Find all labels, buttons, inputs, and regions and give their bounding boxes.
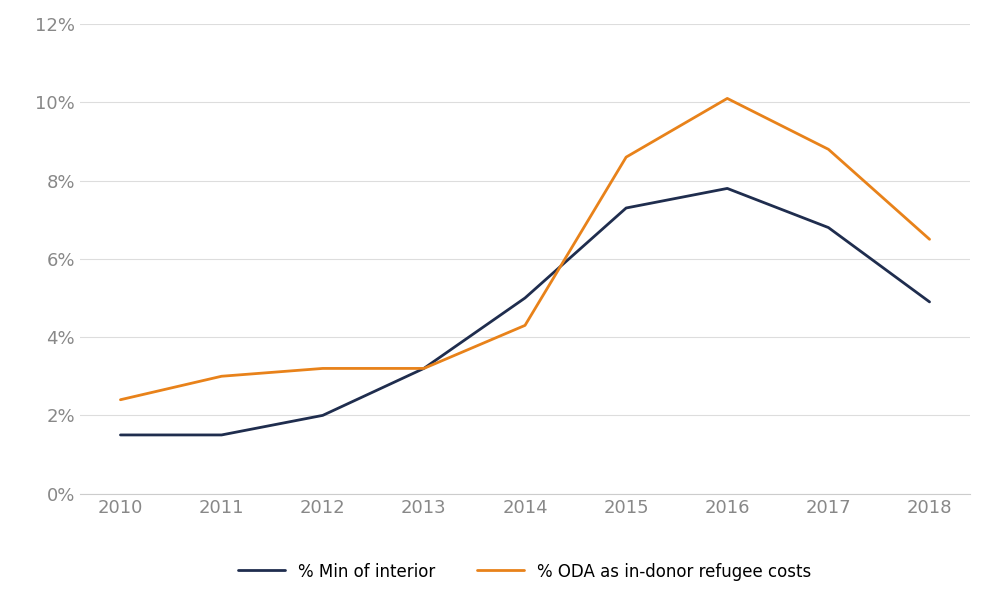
% Min of interior: [620, 205, 632, 212]
% Min of interior: [418, 365, 430, 372]
% ODA as in-donor refugee costs: [114, 396, 126, 403]
% Min of interior: [924, 299, 936, 306]
% Min of interior: [317, 412, 329, 419]
% Min of interior: [822, 224, 834, 231]
% Min of interior: [216, 432, 228, 439]
% ODA as in-donor refugee costs: [519, 322, 531, 329]
% ODA as in-donor refugee costs: [924, 236, 936, 243]
% ODA as in-donor refugee costs: [216, 373, 228, 380]
% Min of interior: [721, 185, 733, 192]
% ODA as in-donor refugee costs: [620, 154, 632, 161]
% Min of interior: [114, 432, 126, 439]
% ODA as in-donor refugee costs: [721, 95, 733, 102]
Line: % Min of interior: % Min of interior: [120, 188, 930, 435]
% ODA as in-donor refugee costs: [418, 365, 430, 372]
% Min of interior: [519, 294, 531, 302]
Legend: % Min of interior, % ODA as in-donor refugee costs: % Min of interior, % ODA as in-donor ref…: [238, 563, 812, 581]
% ODA as in-donor refugee costs: [822, 146, 834, 153]
Line: % ODA as in-donor refugee costs: % ODA as in-donor refugee costs: [120, 99, 930, 400]
% ODA as in-donor refugee costs: [317, 365, 329, 372]
